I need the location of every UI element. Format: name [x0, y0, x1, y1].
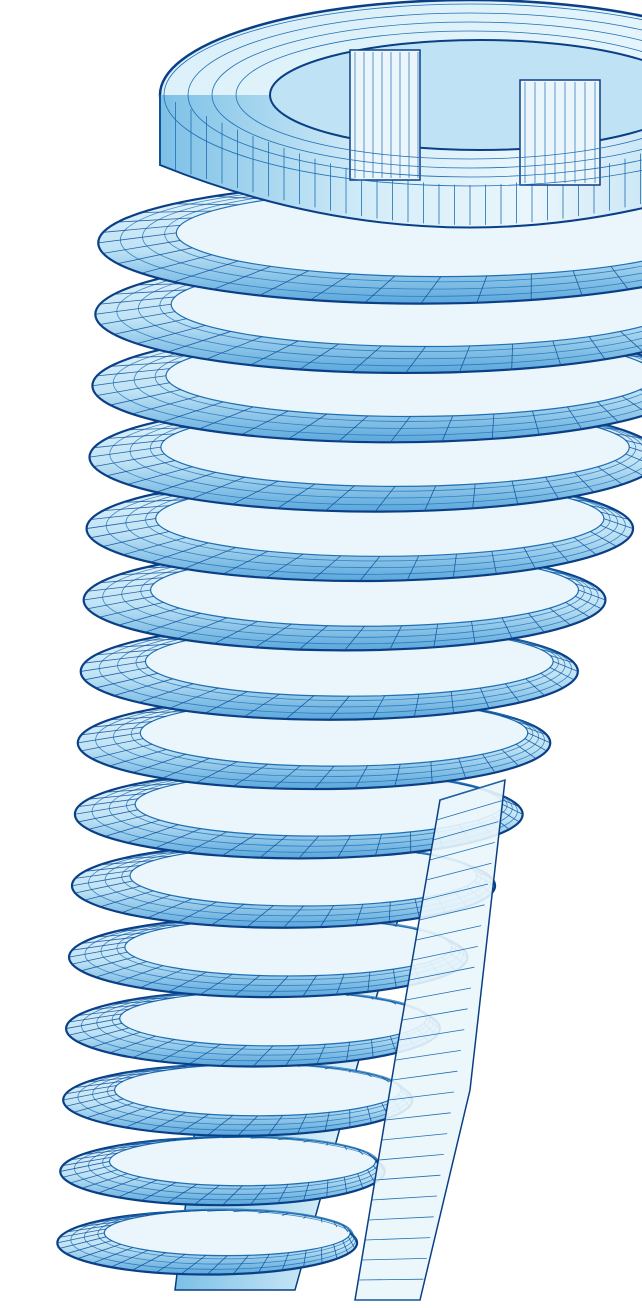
- thread-ring: [62, 1062, 414, 1137]
- implant-collar: [158, 0, 642, 229]
- thread-ring: [67, 916, 469, 999]
- thread-ring: [59, 1135, 386, 1207]
- thread-ring: [70, 842, 497, 929]
- thread-ring: [73, 769, 524, 860]
- implant-threads: [56, 181, 642, 1276]
- thread-ring: [56, 1208, 359, 1276]
- thread-ring: [65, 989, 441, 1068]
